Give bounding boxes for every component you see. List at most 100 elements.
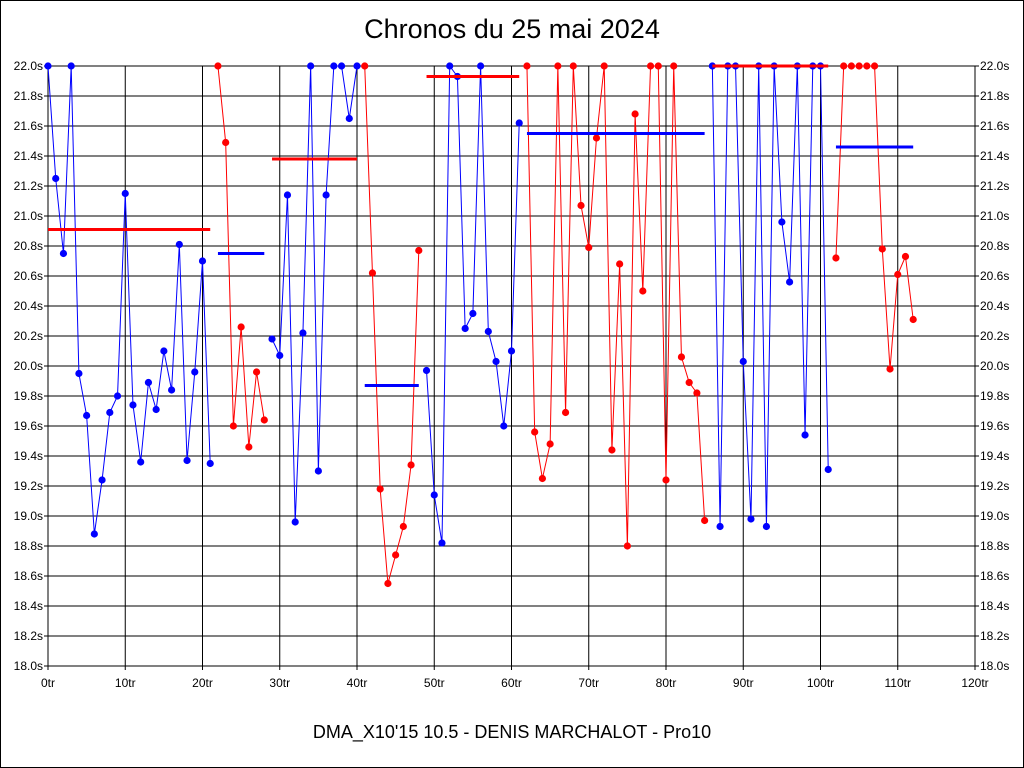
y-tick-label-left: 21.2s <box>14 179 43 193</box>
data-point <box>855 62 863 70</box>
data-point <box>52 174 60 183</box>
data-point <box>693 389 701 397</box>
data-point <box>121 189 129 198</box>
data-point <box>870 62 879 70</box>
data-point <box>670 62 678 70</box>
data-point <box>291 518 299 526</box>
data-point <box>237 323 245 331</box>
series-1 <box>44 62 214 538</box>
data-point <box>384 579 392 588</box>
data-point <box>430 491 438 499</box>
y-tick-label-left: 21.8s <box>14 89 43 103</box>
data-point <box>160 347 168 355</box>
data-point <box>801 431 809 439</box>
x-tick-label: 30tr <box>269 676 290 690</box>
y-tick-label-right: 19.2s <box>980 479 1009 493</box>
data-point <box>847 62 856 70</box>
data-point <box>415 246 423 255</box>
y-tick-label-left: 21.0s <box>14 209 43 223</box>
y-tick-label-right: 18.6s <box>980 569 1009 583</box>
y-tick-label-left: 20.8s <box>14 239 43 253</box>
y-tick-label-right: 21.8s <box>980 89 1009 103</box>
data-point <box>67 62 75 70</box>
chart-xlabel: DMA_X10'15 10.5 - DENIS MARCHALOT - Pro1… <box>312 722 712 742</box>
series-4 <box>361 62 423 588</box>
data-point <box>198 257 207 265</box>
x-tick-label: 70tr <box>578 676 599 690</box>
data-point <box>245 443 253 451</box>
data-point <box>585 243 593 252</box>
series-line <box>526 65 706 547</box>
data-point <box>477 62 485 70</box>
y-tick-label-left: 19.2s <box>14 479 43 493</box>
data-point <box>399 522 407 531</box>
data-point <box>786 278 794 286</box>
y-tick-label-left: 20.0s <box>14 359 43 373</box>
data-point <box>330 62 338 70</box>
y-tick-label-right: 20.8s <box>980 239 1009 253</box>
y-tick-label-right: 19.0s <box>980 509 1009 523</box>
data-point <box>840 62 848 70</box>
y-tick-label-left: 21.4s <box>14 149 43 163</box>
data-point <box>639 287 647 295</box>
y-tick-label-right: 18.8s <box>980 539 1009 553</box>
y-tick-label-right: 20.0s <box>980 359 1009 373</box>
data-point <box>616 260 624 268</box>
data-point <box>206 459 214 468</box>
y-tick-label-left: 18.4s <box>14 599 43 613</box>
x-tick-label: 90tr <box>733 676 754 690</box>
y-tick-label-right: 21.6s <box>980 119 1009 133</box>
y-tick-label-left: 18.8s <box>14 539 43 553</box>
y-tick-label-right: 21.4s <box>980 149 1009 163</box>
data-point <box>152 405 160 414</box>
data-point <box>353 62 361 70</box>
data-point <box>314 467 322 475</box>
data-point <box>322 191 330 199</box>
x-tick-label: 80tr <box>656 676 677 690</box>
data-point <box>438 539 446 547</box>
data-point <box>677 353 686 361</box>
data-point <box>701 516 709 525</box>
x-tick-label: 100tr <box>807 676 834 690</box>
data-point <box>739 357 747 366</box>
data-point <box>168 386 176 394</box>
series-line <box>364 65 420 584</box>
data-point <box>90 530 98 538</box>
y-tick-label-right: 20.6s <box>980 269 1009 283</box>
data-point <box>283 191 292 199</box>
data-point <box>901 252 910 261</box>
y-tick-label-left: 19.6s <box>14 419 43 433</box>
x-tick-label: 110tr <box>885 676 911 690</box>
chart-title: Chronos du 25 mai 2024 <box>364 14 660 44</box>
y-tick-label-right: 19.8s <box>980 389 1009 403</box>
y-tick-label-left: 20.2s <box>14 329 43 343</box>
y-tick-label-left: 19.0s <box>14 509 43 523</box>
y-tick-label-right: 19.6s <box>980 419 1009 433</box>
y-tick-label-right: 20.2s <box>980 329 1009 343</box>
data-point <box>446 62 454 70</box>
data-point <box>600 62 608 70</box>
data-point <box>762 522 771 531</box>
series-5 <box>422 62 523 547</box>
x-tick-label: 0tr <box>41 676 55 690</box>
data-point <box>747 515 755 523</box>
x-tick-label: 60tr <box>501 676 522 690</box>
data-point <box>222 138 230 147</box>
data-point <box>577 201 585 210</box>
y-tick-label-right: 20.4s <box>980 299 1009 313</box>
data-point <box>623 542 631 550</box>
data-point <box>407 461 415 469</box>
data-point <box>345 114 353 123</box>
data-point <box>129 401 137 409</box>
data-point <box>886 365 894 373</box>
y-tick-label-left: 19.4s <box>14 449 43 463</box>
data-point <box>608 446 616 454</box>
data-point <box>376 485 384 493</box>
data-point <box>175 240 183 249</box>
data-point <box>75 369 83 378</box>
data-point <box>863 62 871 70</box>
data-point <box>276 351 284 360</box>
data-point <box>832 254 840 262</box>
data-point <box>144 378 153 387</box>
